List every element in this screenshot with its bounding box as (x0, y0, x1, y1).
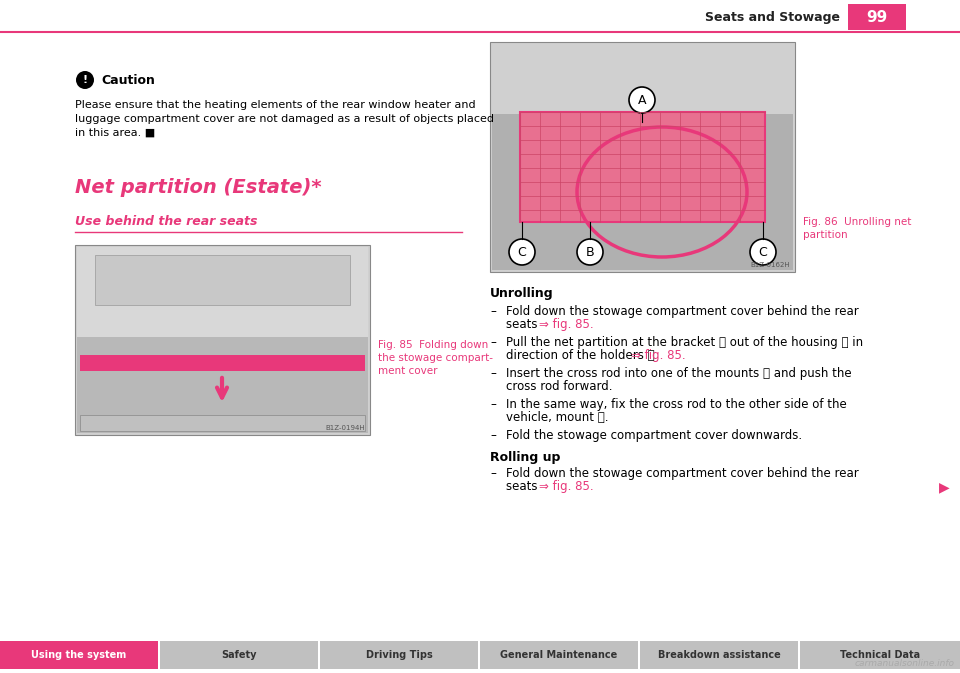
FancyBboxPatch shape (492, 44, 793, 114)
Text: –: – (490, 336, 496, 349)
Text: in this area. ■: in this area. ■ (75, 128, 156, 138)
Circle shape (509, 239, 535, 265)
Text: the stowage compart-: the stowage compart- (378, 353, 493, 363)
Text: Fold down the stowage compartment cover behind the rear: Fold down the stowage compartment cover … (506, 467, 859, 480)
Text: C: C (758, 246, 767, 258)
Text: Using the system: Using the system (32, 650, 127, 660)
Text: Caution: Caution (101, 73, 155, 87)
Text: A: A (637, 94, 646, 106)
Circle shape (750, 239, 776, 265)
Text: Seats and Stowage: Seats and Stowage (705, 11, 840, 24)
Text: –: – (490, 398, 496, 411)
Text: B1Z-0162H: B1Z-0162H (751, 262, 790, 268)
Text: B1Z-0194H: B1Z-0194H (325, 425, 365, 431)
Text: Rolling up: Rolling up (490, 451, 561, 464)
Text: C: C (517, 246, 526, 258)
Text: Fold the stowage compartment cover downwards.: Fold the stowage compartment cover downw… (506, 429, 803, 442)
Text: General Maintenance: General Maintenance (500, 650, 617, 660)
Text: Insert the cross rod into one of the mounts Ⓒ and push the: Insert the cross rod into one of the mou… (506, 367, 852, 380)
Text: partition: partition (803, 230, 848, 240)
FancyBboxPatch shape (480, 641, 638, 669)
Text: ⇒ fig. 85.: ⇒ fig. 85. (539, 480, 593, 493)
Text: ▶: ▶ (940, 480, 950, 494)
Text: Fig. 86  Unrolling net: Fig. 86 Unrolling net (803, 217, 911, 227)
Text: ment cover: ment cover (378, 366, 438, 376)
Text: Fold down the stowage compartment cover behind the rear: Fold down the stowage compartment cover … (506, 305, 859, 318)
FancyBboxPatch shape (95, 255, 350, 305)
Circle shape (76, 71, 94, 89)
Text: Net partition (Estate)*: Net partition (Estate)* (75, 178, 322, 197)
Text: carmanualsonline.info: carmanualsonline.info (855, 659, 955, 668)
FancyBboxPatch shape (492, 44, 793, 270)
FancyBboxPatch shape (77, 247, 368, 433)
FancyBboxPatch shape (800, 641, 960, 669)
FancyBboxPatch shape (160, 641, 318, 669)
Text: B: B (586, 246, 594, 258)
FancyBboxPatch shape (490, 42, 795, 272)
Text: Safety: Safety (221, 650, 256, 660)
FancyBboxPatch shape (75, 245, 370, 435)
Circle shape (629, 87, 655, 113)
FancyBboxPatch shape (80, 415, 365, 431)
Text: In the same way, fix the cross rod to the other side of the: In the same way, fix the cross rod to th… (506, 398, 847, 411)
Text: Technical Data: Technical Data (840, 650, 920, 660)
Text: ⇒ fig. 85.: ⇒ fig. 85. (631, 349, 685, 362)
Text: –: – (490, 429, 496, 442)
FancyBboxPatch shape (640, 641, 798, 669)
Text: Please ensure that the heating elements of the rear window heater and: Please ensure that the heating elements … (75, 100, 475, 110)
Text: –: – (490, 467, 496, 480)
Text: Use behind the rear seats: Use behind the rear seats (75, 215, 257, 228)
Text: ⇒ fig. 85.: ⇒ fig. 85. (539, 318, 593, 331)
Text: vehicle, mount Ⓒ.: vehicle, mount Ⓒ. (506, 411, 609, 424)
FancyBboxPatch shape (520, 112, 765, 222)
Text: seats: seats (506, 480, 541, 493)
Text: cross rod forward.: cross rod forward. (506, 380, 612, 393)
Text: Breakdown assistance: Breakdown assistance (658, 650, 780, 660)
Text: Pull the net partition at the bracket Ⓐ out of the housing Ⓑ in: Pull the net partition at the bracket Ⓐ … (506, 336, 863, 349)
Text: –: – (490, 367, 496, 380)
Text: !: ! (83, 75, 87, 85)
Text: Unrolling: Unrolling (490, 287, 554, 300)
FancyBboxPatch shape (80, 355, 365, 371)
FancyBboxPatch shape (0, 641, 158, 669)
Text: Fig. 85  Folding down: Fig. 85 Folding down (378, 340, 489, 350)
Text: 99: 99 (866, 9, 888, 24)
Circle shape (577, 239, 603, 265)
Text: luggage compartment cover are not damaged as a result of objects placed: luggage compartment cover are not damage… (75, 114, 494, 124)
Text: –: – (490, 305, 496, 318)
Text: seats: seats (506, 318, 541, 331)
FancyBboxPatch shape (77, 247, 368, 337)
FancyBboxPatch shape (848, 4, 906, 30)
Text: Driving Tips: Driving Tips (366, 650, 432, 660)
Text: direction of the holders Ⓒ: direction of the holders Ⓒ (506, 349, 659, 362)
FancyBboxPatch shape (320, 641, 478, 669)
